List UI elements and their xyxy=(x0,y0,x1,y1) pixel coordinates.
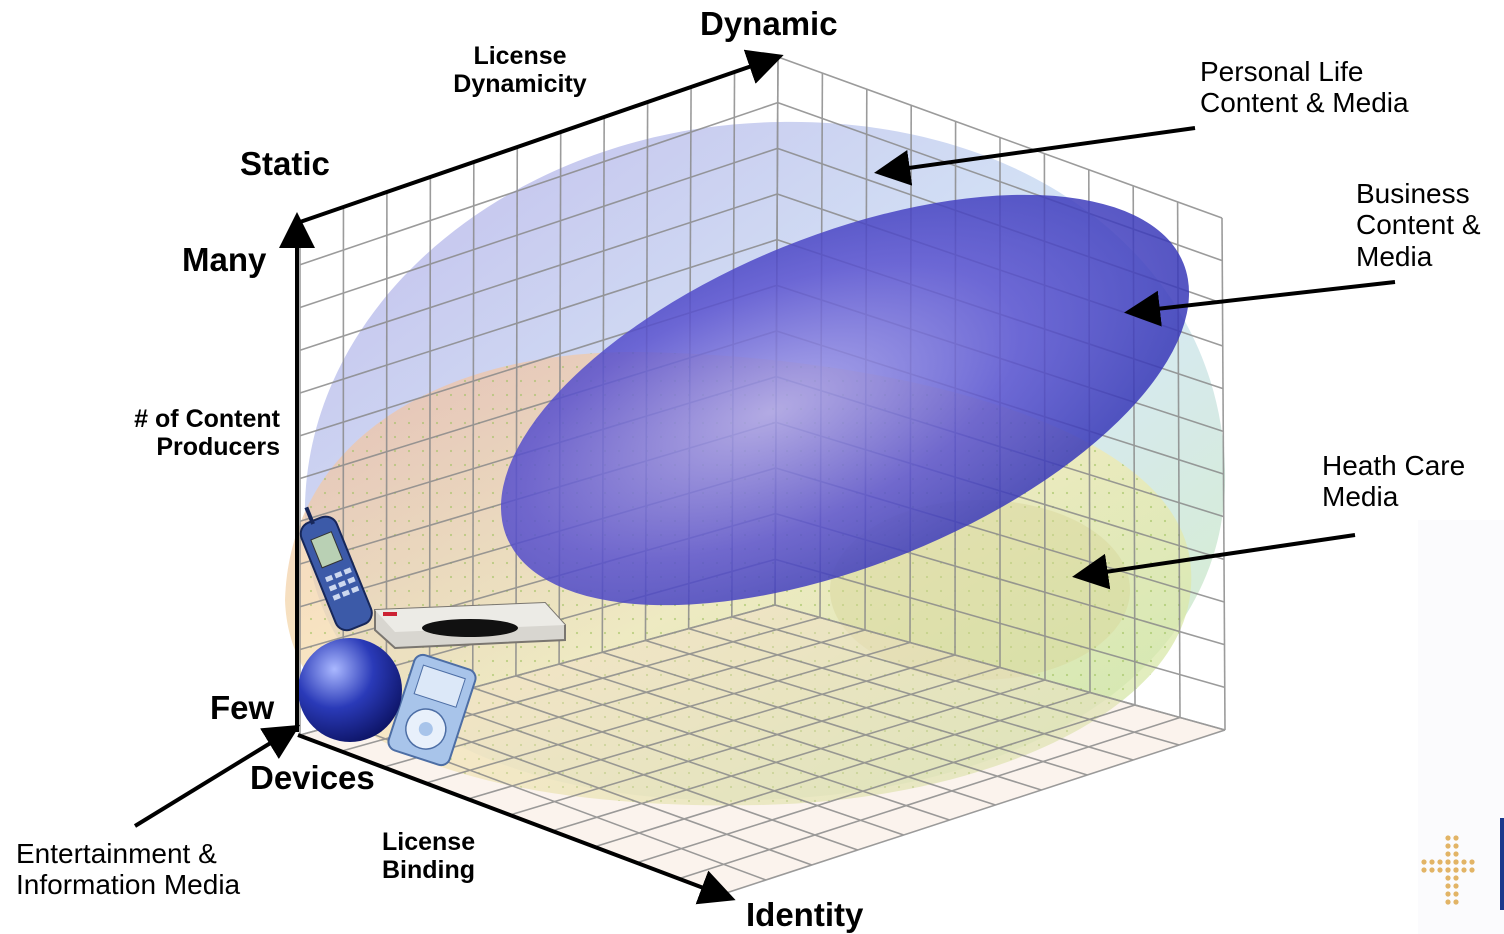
media-player-icon xyxy=(387,653,477,767)
logo-bar-icon xyxy=(1500,818,1504,910)
few-label: Few xyxy=(210,689,275,726)
many-label: Many xyxy=(182,241,267,278)
globe-sphere-icon xyxy=(298,638,402,742)
license-dynamicity-axis xyxy=(299,49,784,224)
identity-label: Identity xyxy=(746,896,864,933)
set-top-box-icon xyxy=(374,601,566,650)
entertainment-callout: Entertainment & Information Media xyxy=(16,838,241,901)
callout-arrows xyxy=(133,126,1396,828)
cube-grid xyxy=(299,56,1226,896)
business-callout: Business Content & Media xyxy=(1356,178,1481,272)
content-producers-label: # of Content Producers xyxy=(134,405,280,461)
axis-lines xyxy=(279,49,784,905)
entertainment-arrow xyxy=(133,724,301,828)
static-label: Static xyxy=(240,145,330,182)
dynamic-label: Dynamic xyxy=(700,5,838,42)
logo-fragment xyxy=(1418,520,1504,934)
business-content-region xyxy=(500,194,1190,606)
license-binding-axis xyxy=(297,733,736,905)
license-binding-label: License Binding xyxy=(382,828,476,884)
business-arrow xyxy=(1124,280,1396,327)
health-care-arrow xyxy=(1072,533,1356,590)
mobile-phone-icon xyxy=(299,506,373,632)
license-dynamicity-label: License Dynamicity xyxy=(453,42,587,98)
health-care-callout: Heath Care Media xyxy=(1322,450,1466,513)
personal-life-callout: Personal Life Content & Media xyxy=(1200,56,1409,119)
personal-life-arrow xyxy=(874,126,1196,186)
devices-label: Devices xyxy=(250,759,375,796)
dot-cross-icon xyxy=(1421,835,1475,905)
